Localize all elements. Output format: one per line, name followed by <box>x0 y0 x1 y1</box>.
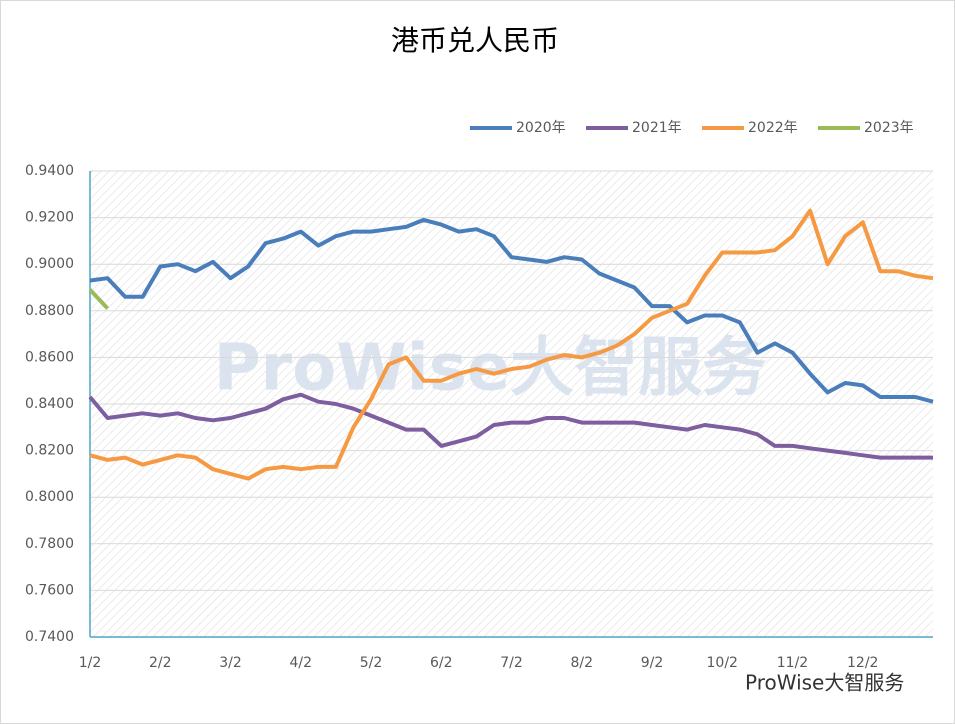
y-tick-label: 0.9400 <box>25 163 74 179</box>
y-tick-label: 0.9200 <box>25 210 74 226</box>
x-tick-label: 1/2 <box>79 655 102 671</box>
series-line <box>88 288 110 310</box>
series-line <box>89 208 934 481</box>
x-tick-label: 4/2 <box>289 655 312 671</box>
series-line <box>88 392 933 460</box>
x-tick-label: 2/2 <box>149 655 172 671</box>
x-tick-label: 9/2 <box>641 655 664 671</box>
chart-title: 港币兑人民币 <box>391 24 559 57</box>
y-tick-label: 0.7400 <box>25 629 74 645</box>
x-tick-label: 10/2 <box>707 655 738 671</box>
x-tick-label: 7/2 <box>500 655 523 671</box>
x-tick-label: 5/2 <box>360 655 383 671</box>
y-tick-label: 0.7800 <box>25 536 74 552</box>
x-tick-label: 3/2 <box>219 655 242 671</box>
legend-label: 2021年 <box>632 120 682 136</box>
x-tick-label: 6/2 <box>430 655 453 671</box>
footer: ProWise大智服务 <box>745 671 904 695</box>
x-tick-label: 12/2 <box>847 655 878 671</box>
y-tick-label: 0.8800 <box>25 303 74 319</box>
y-tick-label: 0.7600 <box>25 582 74 598</box>
y-tick-label: 0.8400 <box>25 396 74 412</box>
legend-label: 2020年 <box>516 120 566 136</box>
watermark: ProWise大智服务 <box>214 332 766 406</box>
legend-label: 2023年 <box>864 120 914 136</box>
legend-label: 2022年 <box>748 120 798 136</box>
y-tick-label: 0.8600 <box>25 349 74 365</box>
y-tick-label: 0.8200 <box>25 443 74 459</box>
y-tick-label: 0.9000 <box>25 256 74 272</box>
y-tick-label: 0.8000 <box>25 489 74 505</box>
x-tick-label: 8/2 <box>570 655 593 671</box>
x-tick-label: 11/2 <box>777 655 808 671</box>
series-line <box>89 217 934 404</box>
